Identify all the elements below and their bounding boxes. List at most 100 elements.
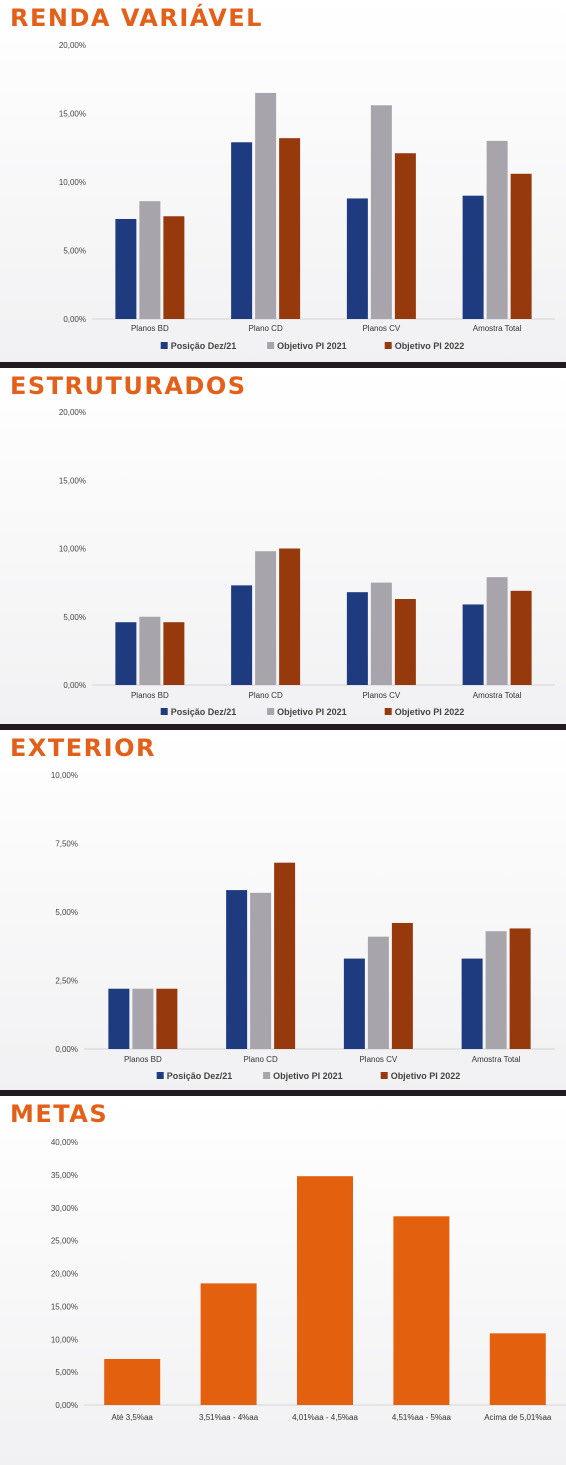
x-tick-label: Plano CD [249, 324, 283, 333]
bar [115, 622, 137, 685]
bar [370, 582, 392, 685]
chart-title: ESTRUTURADOS [10, 372, 247, 400]
bar [486, 577, 508, 685]
x-tick-label: Planos BD [131, 324, 169, 333]
y-tick-label: 0,00% [55, 1045, 78, 1054]
bar [104, 1358, 161, 1405]
bar [462, 195, 484, 319]
y-tick-label: 20,00% [51, 1270, 78, 1279]
bar [255, 551, 277, 685]
bar [346, 592, 368, 685]
bar [509, 928, 531, 1049]
bar [200, 1283, 257, 1405]
chart-panel-metas: METAS 0,00% 5,00% 10,00% 15,00% 20,00% 25,00%… [0, 1096, 566, 1465]
legend-swatch [263, 1072, 271, 1079]
legend-swatch [156, 1072, 164, 1079]
chart-renda-variavel: 0,00% 5,00% 10,00% 15,00% 20,00% Planos BD Pla… [59, 41, 555, 351]
bar [510, 590, 532, 685]
bar [510, 173, 532, 319]
y-tick-label: 25,00% [51, 1237, 78, 1246]
y-tick-label: 15,00% [59, 476, 86, 485]
y-tick-label: 15,00% [59, 110, 86, 119]
bar [489, 1333, 546, 1405]
bar [279, 138, 301, 319]
y-tick-label: 10,00% [51, 1335, 78, 1344]
x-tick-label: Plano CD [244, 1055, 278, 1064]
y-tick-label: 5,00% [63, 613, 86, 622]
bar [108, 988, 130, 1049]
bar [393, 1216, 450, 1405]
x-tick-label: Planos CV [359, 1055, 397, 1064]
chart-panel-renda-variavel: RENDA VARIÁVEL 0,00% 5,00% 10,00% 15,00% 20,… [0, 0, 566, 362]
x-tick-label: Amostra Total [473, 324, 522, 333]
bar [156, 988, 178, 1049]
y-tick-label: 10,00% [59, 545, 86, 554]
bar [370, 105, 392, 319]
bar [343, 958, 365, 1049]
chart-estruturados: 0,00% 5,00% 10,00% 15,00% 20,00% Planos BD Pla… [59, 408, 555, 717]
legend-label: Objetivo PI 2022 [395, 341, 465, 351]
bar [139, 201, 161, 319]
x-tick-label: Plano CD [249, 691, 283, 700]
bar [394, 153, 416, 319]
y-tick-label: 20,00% [59, 41, 86, 50]
divider [0, 362, 566, 368]
legend-swatch [384, 342, 392, 349]
y-tick-label: 0,00% [63, 681, 86, 690]
legend-label: Objetivo PI 2021 [277, 707, 347, 717]
x-tick-label: Acima de 5,01%aa [484, 1413, 552, 1422]
legend-swatch [267, 342, 275, 349]
chart-metas: 0,00% 5,00% 10,00% 15,00% 20,00% 25,00% 30,00%… [51, 1138, 566, 1422]
legend-label: Objetivo PI 2022 [395, 707, 465, 717]
chart-title: METAS [10, 1100, 109, 1128]
x-tick-label: Planos CV [362, 324, 400, 333]
y-tick-label: 15,00% [51, 1302, 78, 1311]
bar [462, 604, 484, 685]
y-tick-label: 10,00% [51, 771, 78, 780]
divider [0, 1090, 566, 1096]
bar [297, 1176, 353, 1405]
legend-swatch [384, 708, 392, 715]
y-tick-label: 5,00% [55, 908, 78, 917]
bar [139, 616, 161, 685]
bar [486, 140, 508, 319]
x-tick-label: 3,51%aa - 4%aa [199, 1413, 259, 1422]
chart-title: RENDA VARIÁVEL [10, 4, 263, 32]
bar [115, 218, 137, 319]
y-tick-label: 5,00% [63, 247, 86, 256]
y-tick-label: 0,00% [55, 1401, 78, 1410]
x-tick-label: Amostra Total [472, 1055, 521, 1064]
x-tick-label: Planos BD [131, 691, 169, 700]
bar [274, 862, 296, 1049]
x-tick-label: Até 3,5%aa [112, 1413, 154, 1422]
chart-panel-estruturados: ESTRUTURADOS 0,00% 5,00% 10,00% 15,00% 20,00… [0, 368, 566, 724]
divider [0, 724, 566, 730]
bar [279, 548, 301, 685]
legend-swatch [267, 708, 275, 715]
y-tick-label: 2,50% [55, 977, 78, 986]
y-tick-label: 0,00% [63, 315, 86, 324]
legend-label: Objetivo PI 2022 [391, 1071, 461, 1081]
bar [250, 892, 272, 1049]
y-tick-label: 10,00% [59, 178, 86, 187]
y-tick-label: 20,00% [59, 408, 86, 417]
bar [461, 958, 483, 1049]
bar [231, 585, 253, 685]
bar [163, 216, 185, 319]
y-tick-label: 35,00% [51, 1171, 78, 1180]
bar [346, 198, 368, 319]
y-tick-label: 7,50% [55, 840, 78, 849]
x-tick-label: Amostra Total [473, 691, 522, 700]
x-tick-label: Planos CV [362, 691, 400, 700]
x-tick-label: Planos BD [124, 1055, 162, 1064]
legend-label: Posição Dez/21 [171, 341, 237, 351]
bar [163, 622, 185, 685]
legend-label: Objetivo PI 2021 [273, 1071, 343, 1081]
chart-exterior: 0,00% 2,50% 5,00% 7,50% 10,00% Planos BD Plano… [51, 771, 555, 1081]
legend-swatch [380, 1072, 388, 1079]
legend-label: Posição Dez/21 [171, 707, 237, 717]
bar [394, 599, 416, 685]
y-tick-label: 30,00% [51, 1204, 78, 1213]
x-tick-label: 4,01%aa - 4,5%aa [292, 1413, 358, 1422]
bar [132, 988, 154, 1049]
